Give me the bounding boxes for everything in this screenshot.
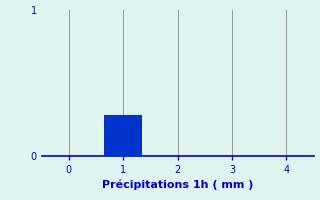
X-axis label: Précipitations 1h ( mm ): Précipitations 1h ( mm ) — [102, 179, 253, 190]
Bar — [104, 115, 142, 156]
